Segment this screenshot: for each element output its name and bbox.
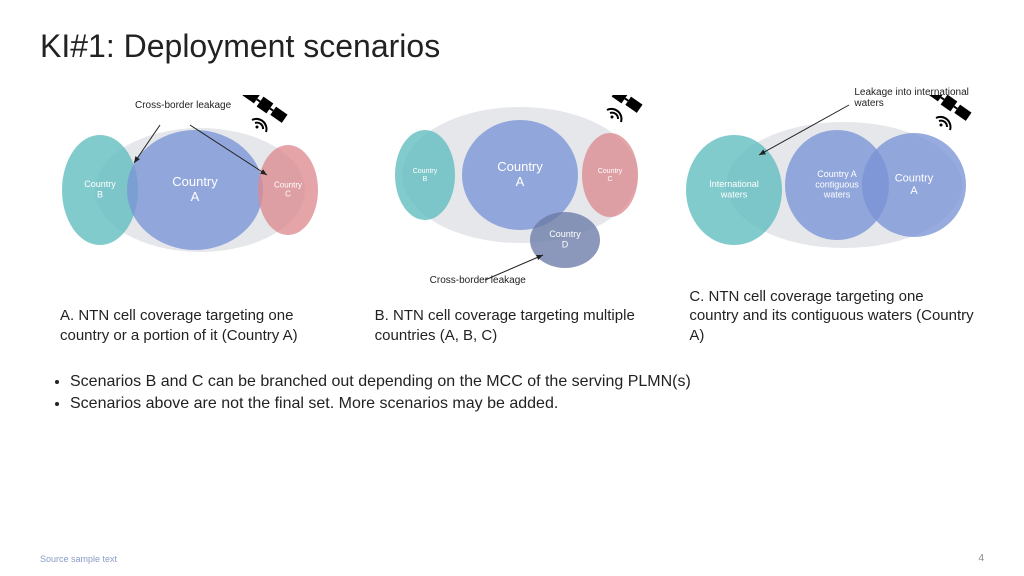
page-title: KI#1: Deployment scenarios xyxy=(40,28,984,65)
svg-text:Country: Country xyxy=(597,168,622,175)
panels-row: CountryB CountryA CountryC Cross-border … xyxy=(40,95,984,345)
country-ellipse: CountryB xyxy=(62,135,138,245)
caption-a: A. NTN cell coverage targeting one count… xyxy=(60,306,345,345)
svg-text:D: D xyxy=(561,240,568,250)
panel-b: CountryB CountryA CountryC CountryD Cros… xyxy=(355,95,670,345)
diagram-svg: CountryB CountryA CountryC xyxy=(40,95,360,295)
svg-text:A: A xyxy=(515,174,524,189)
svg-text:Country: Country xyxy=(84,179,116,189)
svg-text:A: A xyxy=(191,189,200,204)
svg-text:A: A xyxy=(911,185,919,197)
annotation-c: Leakage into international waters xyxy=(854,87,974,109)
country-ellipse: CountryC xyxy=(258,145,318,235)
signal-icon xyxy=(252,119,266,132)
svg-text:Country A: Country A xyxy=(818,169,858,179)
footer-source: Source sample text xyxy=(40,554,117,564)
svg-text:B: B xyxy=(97,190,103,200)
svg-text:waters: waters xyxy=(720,190,748,200)
country-ellipse: CountryA xyxy=(862,133,966,237)
annotation-b: Cross-border leakage xyxy=(430,275,550,286)
svg-text:waters: waters xyxy=(823,190,851,200)
caption-b: B. NTN cell coverage targeting multiple … xyxy=(375,306,660,345)
satellite-icon xyxy=(597,95,643,114)
svg-text:B: B xyxy=(422,176,427,183)
diagram-svg: Internationalwaters Country Acontiguousw… xyxy=(669,95,989,295)
country-ellipse: CountryB xyxy=(395,130,455,220)
signal-icon xyxy=(607,109,621,122)
bullet-1: Scenarios B and C can be branched out de… xyxy=(70,373,984,391)
svg-text:Country: Country xyxy=(549,229,581,239)
country-ellipse: Internationalwaters xyxy=(686,135,782,245)
country-ellipse: CountryC xyxy=(582,133,638,217)
svg-text:Country: Country xyxy=(497,159,543,174)
svg-text:Country: Country xyxy=(274,181,302,190)
page-number: 4 xyxy=(978,553,984,564)
slide: KI#1: Deployment scenarios CountryB Coun… xyxy=(0,0,1024,576)
caption-c: C. NTN cell coverage targeting one count… xyxy=(689,287,974,346)
bullets: Scenarios B and C can be branched out de… xyxy=(70,373,984,413)
panel-a: CountryB CountryA CountryC Cross-border … xyxy=(40,95,355,345)
svg-text:C: C xyxy=(285,190,291,199)
svg-text:C: C xyxy=(607,176,612,183)
svg-text:contiguous: contiguous xyxy=(816,179,860,189)
diagram-svg: CountryB CountryA CountryC CountryD xyxy=(355,95,675,295)
bullet-2: Scenarios above are not the final set. M… xyxy=(70,395,984,413)
svg-text:Country: Country xyxy=(172,174,218,189)
country-ellipse: CountryA xyxy=(127,130,263,250)
svg-text:Country: Country xyxy=(412,168,437,175)
signal-icon xyxy=(936,117,950,130)
panel-c: Internationalwaters Country Acontiguousw… xyxy=(669,95,984,345)
country-ellipse: CountryD xyxy=(530,212,600,268)
annotation-a: Cross-border leakage xyxy=(135,100,255,111)
svg-text:Country: Country xyxy=(895,173,934,185)
svg-text:International: International xyxy=(710,179,760,189)
